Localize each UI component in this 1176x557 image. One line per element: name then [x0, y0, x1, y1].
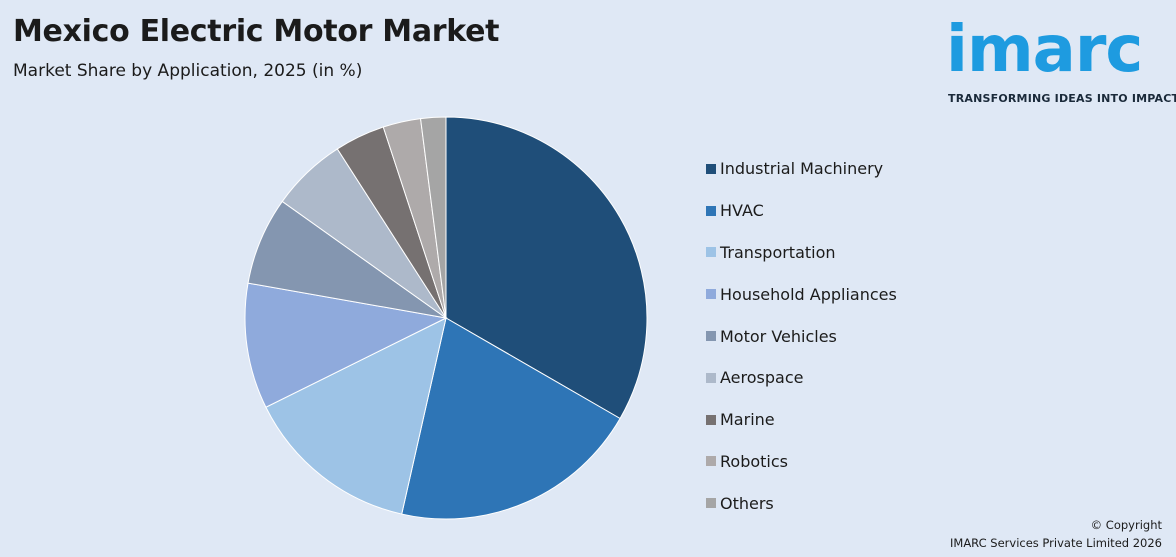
copyright-line-2: IMARC Services Private Limited 2026	[950, 536, 1162, 550]
pie-slice-industrial-machinery	[445, 116, 648, 420]
imarc-logo: imarc TRANSFORMING IDEAS INTO IMPACT	[946, 12, 1176, 112]
legend-swatch	[706, 247, 716, 258]
legend-item-industrial-machinery: Industrial Machinery	[706, 148, 897, 190]
legend-swatch	[706, 414, 716, 425]
pie-slice-household-appliances	[244, 282, 448, 408]
logo-tagline: TRANSFORMING IDEAS INTO IMPACT	[948, 92, 1176, 105]
chart-title: Mexico Electric Motor Market	[13, 14, 500, 49]
pie-slice-hvac	[401, 317, 621, 520]
legend-item-transportation: Transportation	[706, 232, 897, 274]
legend-item-robotics: Robotics	[706, 441, 897, 483]
legend-swatch	[706, 372, 716, 383]
legend-item-hvac: HVAC	[706, 190, 897, 232]
legend-swatch	[706, 163, 716, 174]
legend-label: Marine	[720, 410, 775, 430]
chart-legend: Industrial Machinery HVAC Transportation Ho…	[706, 148, 897, 524]
legend-label: Robotics	[720, 451, 788, 471]
legend-label: Others	[720, 493, 774, 513]
pie-slice-transportation	[265, 317, 447, 515]
legend-label: Aerospace	[720, 368, 804, 388]
legend-swatch	[706, 289, 716, 300]
copyright-line-1: © Copyright	[1090, 518, 1162, 532]
legend-item-household-appliances: Household Appliances	[706, 273, 897, 315]
legend-swatch	[706, 331, 716, 342]
pie-slice-others	[419, 116, 447, 319]
legend-swatch	[706, 456, 716, 467]
legend-label: Industrial Machinery	[720, 159, 884, 179]
legend-swatch	[706, 498, 716, 509]
legend-item-aerospace: Aerospace	[706, 357, 897, 399]
legend-item-motor-vehicles: Motor Vehicles	[706, 315, 897, 357]
logo-wordmark: imarc	[946, 13, 1143, 87]
copyright-notice: © Copyright IMARC Services Private Limit…	[950, 516, 1162, 552]
legend-item-others: Others	[706, 482, 897, 524]
legend-label: Household Appliances	[720, 284, 897, 304]
legend-item-marine: Marine	[706, 399, 897, 441]
chart-subtitle: Market Share by Application, 2025 (in %)	[13, 61, 363, 81]
legend-label: Motor Vehicles	[720, 326, 837, 346]
legend-label: HVAC	[720, 201, 764, 221]
legend-swatch	[706, 205, 716, 216]
legend-label: Transportation	[720, 242, 836, 262]
